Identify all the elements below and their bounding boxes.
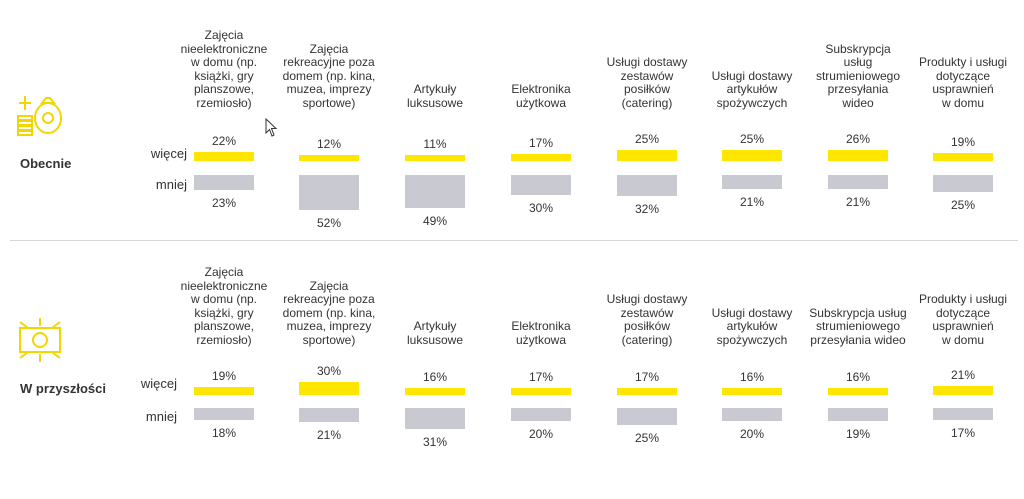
value-label-less: 21% [739,195,765,209]
bar-less [722,175,782,189]
value-label-less: 21% [316,428,342,442]
value-label-less: 52% [316,216,342,230]
category-label: Artykuły luksusowe [406,319,464,347]
bar-less [194,408,254,420]
bar-more [828,388,888,395]
value-label-more: 25% [739,132,765,146]
value-label-more: 12% [316,137,342,151]
bar-less [511,408,571,421]
category-label: Usługi dostawy zestawów posiłków (cateri… [606,55,688,110]
section-label: Obecnie [20,156,72,171]
value-label-more: 19% [211,369,237,383]
bar-more [722,150,782,161]
value-label-less: 20% [528,427,554,441]
bar-more [617,388,677,395]
bar-less [722,408,782,421]
bar-less [617,175,677,196]
bar-less [511,175,571,195]
bar-less [299,408,359,422]
row-label-more: więcej [150,146,187,161]
section-divider [10,240,1018,241]
bar-more [194,387,254,395]
category-label: Subskrypcja usług strumieniowego przesył… [809,305,907,347]
value-label-less: 19% [845,427,871,441]
category-label: Elektronika użytkowa [511,319,571,347]
category-label: Usługi dostawy zestawów posiłków (cateri… [606,292,688,347]
bar-less [933,175,993,192]
row-label-less: mniej [145,409,177,424]
money-bag-coins-icon [17,96,62,136]
bar-less [299,175,359,210]
category-label: Zajęcia nieelektroniczne w domu (np. ksi… [180,28,268,110]
bar-less [617,408,677,425]
bar-more [617,150,677,161]
bar-less [405,408,465,429]
value-label-more: 25% [634,132,660,146]
category-label: Subskrypcja usług strumieniowego przesył… [815,41,901,110]
value-label-more: 11% [423,137,447,151]
value-label-more: 16% [739,370,765,384]
bar-less [194,175,254,190]
bar-more [933,386,993,395]
bar-more [405,155,465,161]
value-label-less: 17% [950,426,976,440]
value-label-less: 20% [739,427,765,441]
mouse-pointer-icon [265,118,278,137]
bar-more [511,388,571,395]
value-label-less: 25% [950,198,976,212]
bar-more [933,153,993,161]
bar-more [405,388,465,395]
value-label-less: 23% [211,196,237,210]
row-label-more: więcej [140,376,177,391]
value-label-less: 25% [634,431,660,445]
category-label: Produkty i usługi dotyczące usprawnień w… [918,55,1008,110]
value-label-more: 22% [211,134,237,148]
value-label-more: 16% [845,370,871,384]
bar-less [828,175,888,189]
value-label-less: 32% [634,202,660,216]
value-label-less: 18% [211,426,237,440]
panel-w-przyszlosci: W przyszłości więcej mniej Zajęcia nieel… [0,244,1024,499]
bar-more [299,382,359,395]
bar-more [828,150,888,161]
value-label-less: 21% [845,195,871,209]
value-label-more: 26% [845,132,871,146]
row-label-less: mniej [155,177,187,192]
value-label-more: 16% [422,370,448,384]
value-label-less: 31% [422,435,448,449]
panel-obecnie: Obecnie więcej mniej Zajęcia nieelektron… [0,0,1024,240]
bar-less [933,408,993,420]
bar-more [194,152,254,161]
bar-less [405,175,465,208]
value-label-more: 19% [950,135,976,149]
bar-more [511,154,571,161]
bar-more [722,388,782,395]
category-label: Zajęcia nieelektroniczne w domu (np. ksi… [180,265,268,347]
value-label-less: 49% [422,214,448,228]
value-label-more: 17% [634,370,660,384]
value-label-more: 21% [950,368,976,382]
value-label-less: 30% [528,201,554,215]
value-label-more: 30% [316,364,342,378]
category-label: Zajęcia rekreacyjne poza domem (np. kina… [282,41,376,110]
category-label: Produkty i usługi dotyczące usprawnień w… [918,292,1008,347]
bar-less [828,408,888,421]
banknote-icon [19,318,61,362]
bar-more [299,155,359,161]
category-label: Usługi dostawy artykułów spożywczych [711,305,793,347]
category-label: Artykuły luksusowe [406,82,464,110]
value-label-more: 17% [528,370,554,384]
category-label: Usługi dostawy artykułów spożywczych [711,68,793,110]
value-label-more: 17% [528,136,554,150]
category-label: Zajęcia rekreacyjne poza domem (np. kina… [282,278,376,347]
section-label: W przyszłości [20,381,106,396]
category-label: Elektronika użytkowa [511,82,571,110]
